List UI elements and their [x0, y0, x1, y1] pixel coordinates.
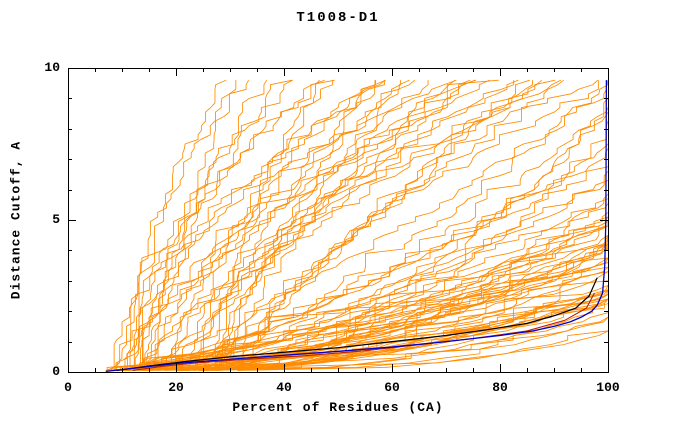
- y-tick-label: 5: [52, 212, 60, 227]
- x-tick-label: 20: [168, 380, 184, 395]
- x-tick-label: 100: [596, 380, 620, 395]
- x-tick-label: 80: [492, 380, 508, 395]
- y-tick-label: 10: [44, 60, 60, 75]
- x-tick-label: 60: [384, 380, 400, 395]
- x-tick-label: 40: [276, 380, 292, 395]
- x-axis-label: Percent of Residues (CA): [232, 400, 444, 415]
- y-tick-label: 0: [52, 364, 60, 379]
- chart-title: T1008-D1: [296, 10, 380, 26]
- x-tick-label: 0: [64, 380, 72, 395]
